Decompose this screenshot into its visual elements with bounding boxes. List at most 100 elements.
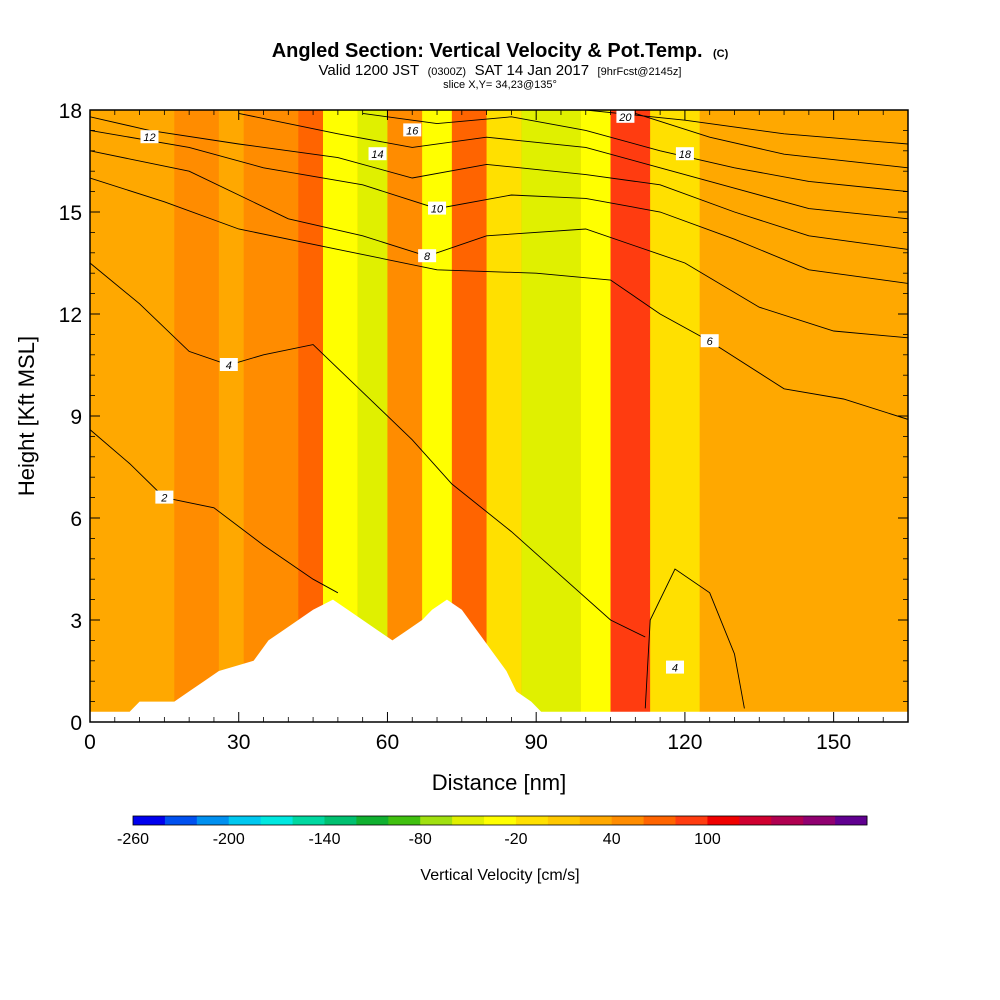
- contour-label-8: 18: [679, 149, 692, 161]
- colorbar-swatch-6: [324, 816, 357, 825]
- title-unit: (C): [713, 48, 729, 60]
- velocity-band-17: [699, 110, 809, 722]
- velocity-band-3: [218, 110, 244, 722]
- forecast-info: [9hrFcst@2145z]: [598, 66, 682, 78]
- contour-label-box-5: [140, 130, 159, 144]
- x-axis-label: Distance [nm]: [432, 770, 567, 795]
- colorbar-swatch-7: [356, 816, 389, 825]
- contour-label-box-6: [368, 147, 387, 161]
- velocity-band-9: [387, 110, 423, 722]
- contour-label-box-9: [616, 109, 635, 123]
- contour-labels: 2 4 6 8 10 12 14 16 18 20 4: [140, 109, 719, 675]
- theta-contour-9: [585, 110, 908, 145]
- plot-area: 2 4 6 8 10 12 14 16 18 20 4 0 30 60 90 120 150 0 3 6 9 12 15 1…: [59, 100, 909, 754]
- valid-date: SAT 14 Jan 2017: [475, 62, 590, 79]
- valid-zulu: (0300Z): [428, 66, 467, 78]
- colorbar-swatch-3: [228, 816, 262, 825]
- colorbar-swatch-14: [579, 816, 613, 825]
- colorbar: -260 -200 -140 -80 -20 40 100: [117, 815, 868, 848]
- y-tick-label-1: 3: [70, 610, 82, 633]
- x-tick-label-4: 120: [667, 731, 702, 754]
- valid-time: Valid 1200 JST: [319, 62, 420, 79]
- contour-label-box-1: [219, 358, 238, 371]
- contour-label-box-4: [428, 201, 447, 215]
- colorbar-swatch-8: [388, 816, 421, 825]
- theta-contours: [90, 110, 908, 709]
- theta-contour-0: [90, 429, 339, 594]
- velocity-band-14: [580, 110, 611, 722]
- x-tick-label-3: 90: [525, 731, 548, 754]
- theta-contour-3: [90, 150, 908, 339]
- theta-contour-10: [644, 568, 745, 709]
- theta-contour-7: [362, 112, 908, 193]
- contour-label-box-7: [403, 123, 422, 137]
- contour-label-2: 6: [707, 336, 714, 348]
- colorbar-label-4: -20: [504, 831, 527, 848]
- terrain: [90, 599, 908, 722]
- colorbar-swatch-1: [164, 816, 198, 825]
- x-tick-label-5: 150: [816, 731, 851, 754]
- contour-label-box-10: [665, 660, 684, 674]
- contour-label-box-0: [155, 490, 174, 504]
- contour-label-box-8: [675, 147, 694, 161]
- colorbar-swatch-18: [707, 816, 740, 825]
- velocity-band-16: [650, 110, 700, 722]
- x-tick-label-2: 60: [376, 731, 399, 754]
- theta-contour-8: [635, 112, 908, 169]
- colorbar-swatch-10: [452, 816, 485, 825]
- y-tick-label-6: 18: [59, 100, 82, 123]
- contour-label-9: 20: [618, 112, 632, 124]
- velocity-band-4: [243, 110, 269, 722]
- slice-info: slice X,Y= 34,23@135°: [443, 79, 557, 91]
- colorbar-swatch-12: [515, 816, 549, 825]
- colorbar-label-1: -200: [213, 831, 245, 848]
- y-tick-label-2: 6: [70, 508, 82, 531]
- contour-label-6: 14: [371, 149, 383, 161]
- velocity-band-2: [174, 110, 219, 722]
- velocity-band-13: [521, 110, 581, 722]
- contour-label-5: 12: [143, 132, 155, 144]
- contour-label-10: 4: [672, 663, 678, 675]
- velocity-band-12: [486, 110, 522, 722]
- contour-label-1: 4: [226, 360, 232, 372]
- colorbar-swatch-21: [803, 816, 836, 825]
- y-axis-label: Height [Kft MSL]: [14, 336, 39, 496]
- colorbar-swatch-15: [611, 816, 645, 825]
- colorbar-label-6: 100: [694, 831, 721, 848]
- y-tick-label-5: 15: [59, 202, 82, 225]
- colorbar-swatch-13: [547, 816, 581, 825]
- colorbar-swatch-17: [675, 816, 708, 825]
- contour-label-7: 16: [406, 125, 419, 137]
- y-tick-label-4: 12: [59, 304, 82, 327]
- y-tick-label-0: 0: [70, 712, 82, 735]
- theta-contour-4: [90, 129, 908, 284]
- colorbar-title: Vertical Velocity [cm/s]: [420, 867, 579, 884]
- velocity-band-1: [129, 110, 175, 722]
- colorbar-label-3: -80: [409, 831, 432, 848]
- theta-contour-2: [90, 177, 908, 420]
- colorbar-swatch-16: [643, 816, 677, 825]
- x-tick-label-0: 0: [84, 731, 96, 754]
- velocity-band-18: [808, 110, 908, 722]
- colorbar-swatch-22: [835, 816, 868, 825]
- title-main: Angled Section: Vertical Velocity & Pot.…: [272, 40, 703, 62]
- colorbar-swatch-11: [484, 816, 517, 825]
- theta-contour-5: [90, 116, 908, 250]
- axis-ticks: 0 30 60 90 120 150 0 3 6 9 12 15 18: [59, 100, 908, 754]
- y-tick-label-3: 9: [70, 406, 82, 429]
- colorbar-label-5: 40: [603, 831, 621, 848]
- velocity-band-15: [610, 110, 651, 722]
- colorbar-swatch-5: [292, 816, 325, 825]
- colorbar-swatch-20: [771, 816, 804, 825]
- contour-label-box-3: [418, 249, 437, 263]
- svg-text:Valid 1200 JST (0300Z): Valid 1200 JST (0300Z) SAT 14 Jan 2017 […: [319, 62, 682, 79]
- colorbar-swatch-2: [196, 816, 230, 825]
- colorbar-frame: [132, 815, 868, 826]
- colorbar-swatch-9: [420, 816, 453, 825]
- contour-label-4: 10: [431, 204, 444, 216]
- theta-contour-6: [238, 112, 908, 220]
- contour-label-box-2: [700, 334, 719, 348]
- x-tick-label-1: 30: [227, 731, 250, 754]
- contour-label-0: 2: [160, 493, 167, 505]
